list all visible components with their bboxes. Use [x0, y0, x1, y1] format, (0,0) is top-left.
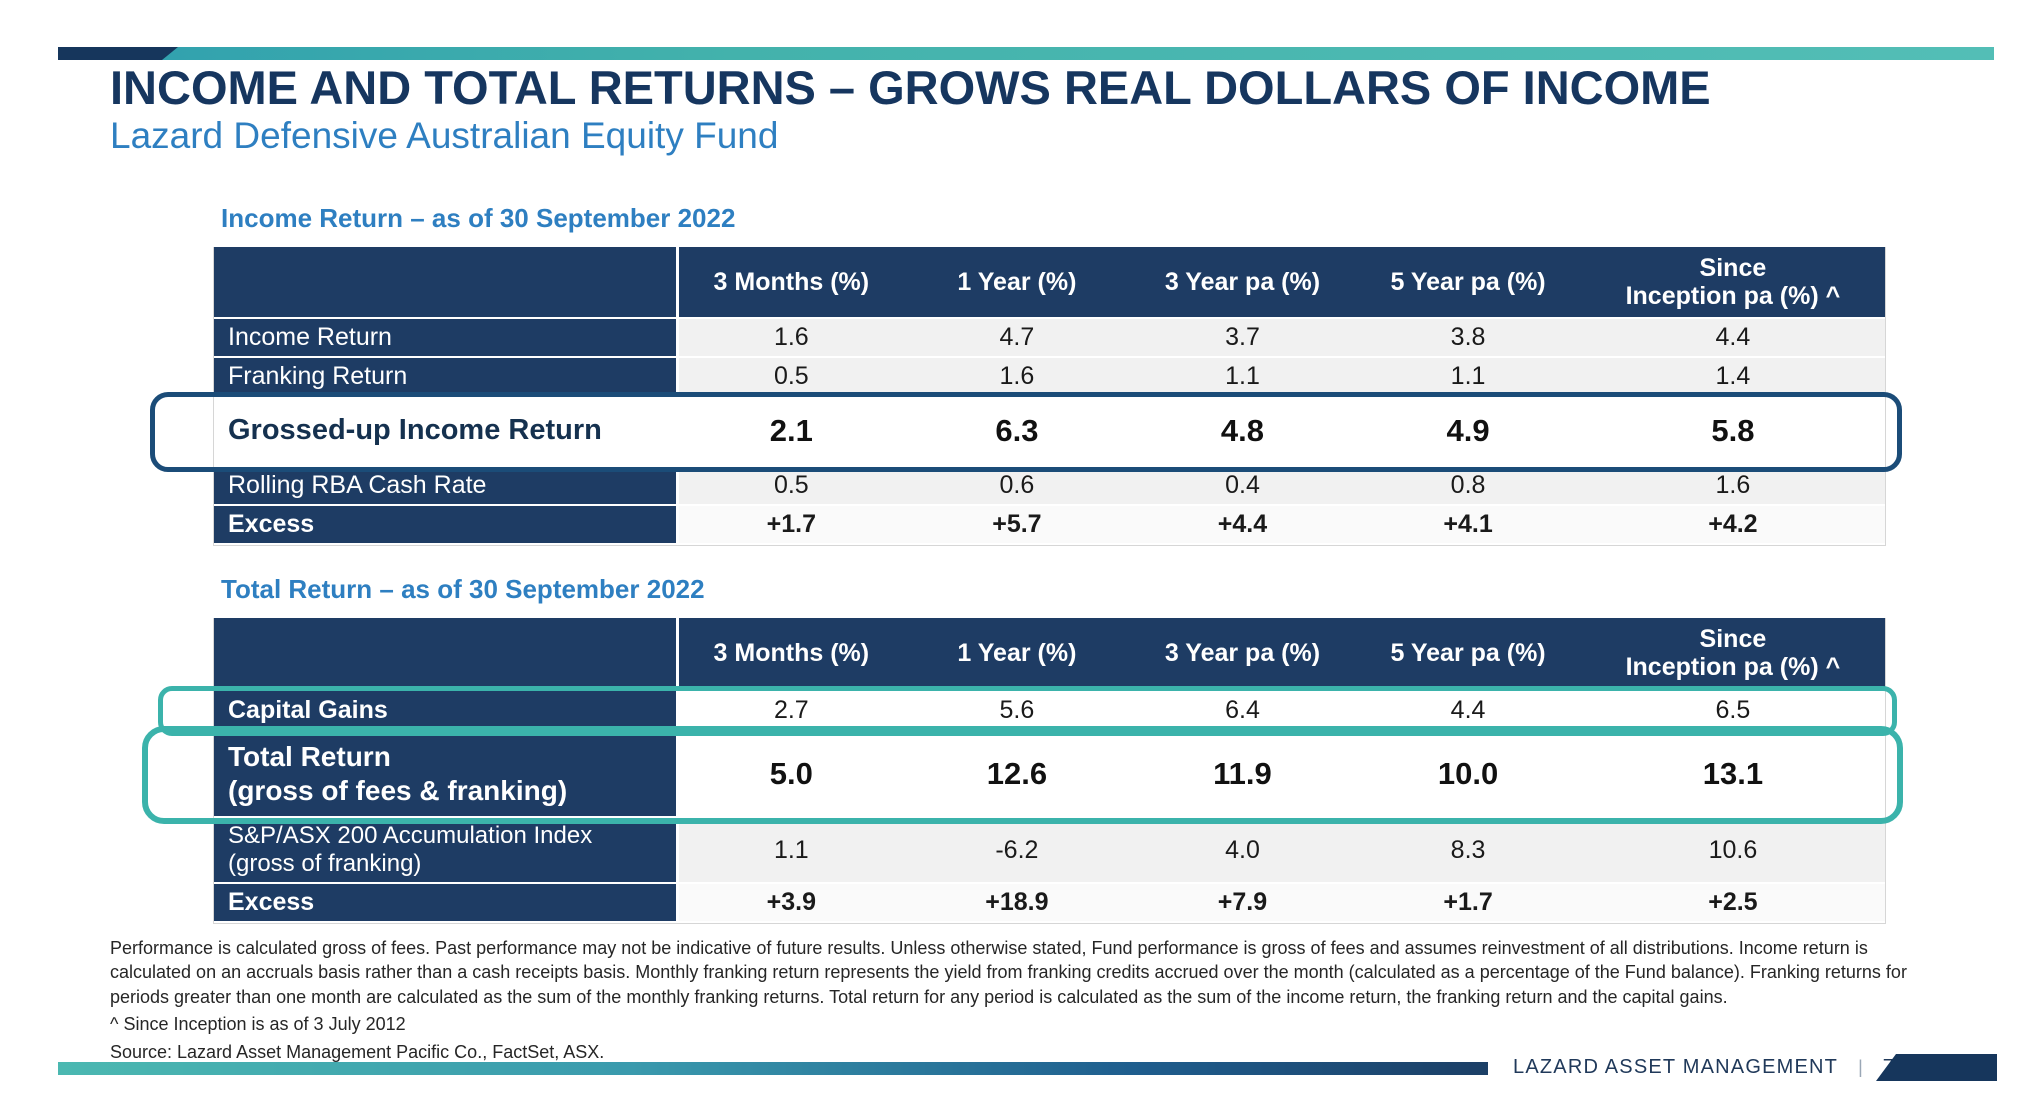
- value-cell: 1.1: [1129, 358, 1356, 397]
- value-cell: 1.6: [1580, 467, 1885, 506]
- value-cell: 10.6: [1580, 818, 1885, 884]
- value-cell: +2.5: [1580, 884, 1885, 923]
- value-cell: 4.4: [1580, 319, 1885, 358]
- total-header-3-months: 3 Months (%): [678, 618, 905, 690]
- table-row-rolling-rba-cash-rate: Rolling RBA Cash Rate 0.5 0.6 0.4 0.8 1.…: [214, 467, 1885, 506]
- footer-meta: LAZARD ASSET MANAGEMENT | 7: [1513, 1054, 1894, 1081]
- value-cell: 6.3: [904, 397, 1130, 467]
- top-accent-navy-segment: [58, 47, 178, 60]
- value-cell: 4.9: [1355, 397, 1581, 467]
- main-content: Income Return – as of 30 September 2022 …: [142, 203, 1903, 924]
- value-cell: 4.7: [904, 319, 1130, 358]
- value-cell: 2.1: [678, 397, 905, 467]
- value-cell: 4.0: [1129, 818, 1356, 884]
- value-cell: 1.6: [904, 358, 1130, 397]
- income-header-3-year-pa: 3 Year pa (%): [1129, 247, 1356, 319]
- table-row-income-return: Income Return 1.6 4.7 3.7 3.8 4.4: [214, 319, 1885, 358]
- row-label-income-return: Income Return: [214, 319, 679, 358]
- value-cell: 1.1: [678, 818, 905, 884]
- income-header-5-year-pa: 5 Year pa (%): [1355, 247, 1581, 319]
- footer-separator: |: [1858, 1057, 1863, 1077]
- income-return-table: 3 Months (%) 1 Year (%) 3 Year pa (%) 5 …: [150, 247, 1902, 546]
- income-table-header-row: 3 Months (%) 1 Year (%) 3 Year pa (%) 5 …: [214, 247, 1885, 319]
- total-header-empty: [214, 618, 679, 690]
- value-cell: 0.5: [678, 467, 905, 506]
- value-cell: 5.8: [1580, 397, 1885, 467]
- total-header-3-year-pa: 3 Year pa (%): [1129, 618, 1356, 690]
- page-title: INCOME AND TOTAL RETURNS – GROWS REAL DO…: [110, 61, 1711, 114]
- total-header-since-inception: Since Inception pa (%) ^: [1580, 618, 1885, 690]
- value-cell: 5.6: [904, 690, 1130, 732]
- value-cell: +18.9: [904, 884, 1130, 923]
- value-cell: +4.4: [1129, 506, 1356, 545]
- footer-brand: LAZARD ASSET MANAGEMENT: [1513, 1056, 1839, 1078]
- value-cell: +7.9: [1129, 884, 1356, 923]
- value-cell: +1.7: [678, 506, 905, 545]
- value-cell: +5.7: [904, 506, 1130, 545]
- value-cell: 2.7: [678, 690, 905, 732]
- value-cell: 1.4: [1580, 358, 1885, 397]
- value-cell: 5.0: [678, 732, 905, 818]
- table-row-income-excess: Excess +1.7 +5.7 +4.4 +4.1 +4.2: [214, 506, 1885, 545]
- value-cell: +4.1: [1355, 506, 1581, 545]
- row-label-total-excess: Excess: [214, 884, 679, 923]
- total-table-header-row: 3 Months (%) 1 Year (%) 3 Year pa (%) 5 …: [214, 618, 1885, 690]
- page-subtitle: Lazard Defensive Australian Equity Fund: [110, 115, 779, 156]
- value-cell: 3.8: [1355, 319, 1581, 358]
- value-cell: 4.8: [1129, 397, 1356, 467]
- value-cell: +4.2: [1580, 506, 1885, 545]
- income-header-since-inception: Since Inception pa (%) ^: [1580, 247, 1885, 319]
- table-row-total-excess: Excess +3.9 +18.9 +7.9 +1.7 +2.5: [214, 884, 1885, 923]
- footer-navy-shape: [1876, 1054, 1997, 1081]
- table-row-sp-asx-200-index: S&P/ASX 200 Accumulation Index (gross of…: [214, 818, 1885, 884]
- value-cell: 1.6: [678, 319, 905, 358]
- top-accent-bar: [58, 47, 1994, 60]
- row-label-capital-gains: Capital Gains: [214, 690, 679, 732]
- value-cell: 4.4: [1355, 690, 1581, 732]
- row-label-sp-asx-200-index: S&P/ASX 200 Accumulation Index (gross of…: [214, 818, 679, 884]
- value-cell: 0.6: [904, 467, 1130, 506]
- footer-gradient-bar: [58, 1062, 1488, 1075]
- income-table-heading: Income Return – as of 30 September 2022: [221, 203, 736, 233]
- total-return-table: 3 Months (%) 1 Year (%) 3 Year pa (%) 5 …: [142, 618, 1903, 924]
- income-header-1-year: 1 Year (%): [904, 247, 1130, 319]
- value-cell: +3.9: [678, 884, 905, 923]
- value-cell: -6.2: [904, 818, 1130, 884]
- value-cell: 6.5: [1580, 690, 1885, 732]
- value-cell: 12.6: [904, 732, 1130, 818]
- total-header-1-year: 1 Year (%): [904, 618, 1130, 690]
- value-cell: +1.7: [1355, 884, 1581, 923]
- total-header-5-year-pa: 5 Year pa (%): [1355, 618, 1581, 690]
- row-label-income-excess: Excess: [214, 506, 679, 545]
- value-cell: 6.4: [1129, 690, 1356, 732]
- row-label-total-return: Total Return (gross of fees & franking): [214, 732, 679, 818]
- table-row-capital-gains: Capital Gains 2.7 5.6 6.4 4.4 6.5: [158, 686, 1897, 736]
- table-row-franking-return: Franking Return 0.5 1.6 1.1 1.1 1.4: [214, 358, 1885, 397]
- footnotes-block: Performance is calculated gross of fees.…: [110, 936, 1925, 1064]
- value-cell: 0.4: [1129, 467, 1356, 506]
- row-label-rolling-rba-cash-rate: Rolling RBA Cash Rate: [214, 467, 679, 506]
- value-cell: 1.1: [1355, 358, 1581, 397]
- value-cell: 3.7: [1129, 319, 1356, 358]
- footnote-source: Source: Lazard Asset Management Pacific …: [110, 1041, 605, 1062]
- table-row-total-return: Total Return (gross of fees & franking) …: [142, 726, 1903, 824]
- value-cell: 10.0: [1355, 732, 1581, 818]
- row-label-franking-return: Franking Return: [214, 358, 679, 397]
- value-cell: 0.5: [678, 358, 905, 397]
- value-cell: 8.3: [1355, 818, 1581, 884]
- value-cell: 11.9: [1129, 732, 1356, 818]
- table-row-grossed-up-income-return: Grossed-up Income Return 2.1 6.3 4.8 4.9…: [150, 392, 1902, 472]
- income-header-3-months: 3 Months (%): [678, 247, 905, 319]
- value-cell: 13.1: [1580, 732, 1885, 818]
- value-cell: 0.8: [1355, 467, 1581, 506]
- footnote-performance: Performance is calculated gross of fees.…: [110, 938, 1907, 1007]
- income-header-empty: [214, 247, 679, 319]
- row-label-grossed-up-income-return: Grossed-up Income Return: [214, 397, 679, 467]
- footnote-inception: ^ Since Inception is as of 3 July 2012: [110, 1014, 406, 1035]
- total-table-heading: Total Return – as of 30 September 2022: [221, 574, 705, 604]
